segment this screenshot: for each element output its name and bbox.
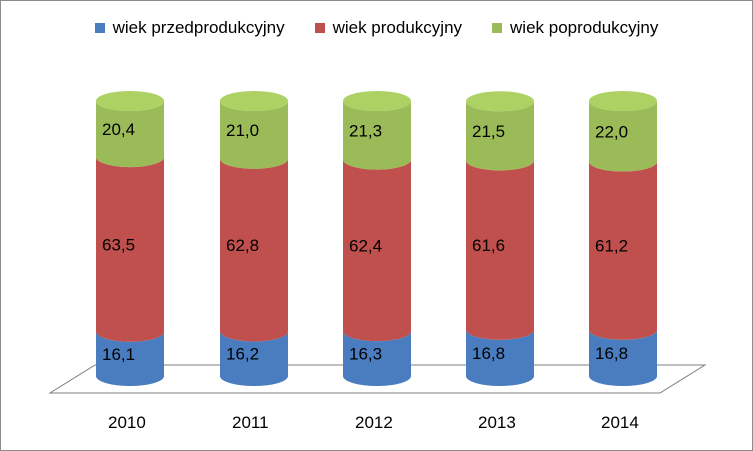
bar-top-2013	[466, 91, 534, 112]
bar-2010-series-2	[96, 101, 164, 168]
bar-2011-series-2	[220, 101, 288, 169]
bar-2012-series-1	[343, 159, 411, 342]
legend-swatch-0	[94, 23, 105, 33]
legend-label-1: wiek produkcyjny	[332, 18, 463, 37]
bar-2013-series-2	[466, 101, 534, 171]
x-axis: 2010 2011 2012 2013 2014	[108, 413, 639, 432]
bars-group: 16,1 63,5 20,4 16,2 62,8 21,0 16,3 62,4 21,3 16,8…	[96, 91, 657, 386]
bar-2014-series-1	[589, 161, 657, 340]
bar-2014-series-0	[589, 329, 657, 386]
data-label-2012-series-1: 62,4	[349, 236, 382, 255]
bar-top-2014	[589, 91, 657, 111]
data-label-2014-series-1: 61,2	[595, 237, 628, 256]
bar-2011-series-1	[220, 158, 288, 342]
data-label-2013-series-2: 21,5	[472, 122, 505, 141]
data-label-2011-series-2: 21,0	[226, 121, 259, 140]
legend-label-2: wiek poprodukcyjny	[510, 18, 659, 37]
legend-item-1: wiek produkcyjny	[314, 18, 463, 38]
x-tick-2010: 2010	[108, 413, 146, 432]
bar-2014-series-2	[589, 101, 657, 172]
data-label-2014-series-0: 16,8	[595, 344, 628, 363]
bar-2012-series-2	[343, 101, 411, 170]
bar-top-2011	[220, 91, 288, 111]
bar-2011-series-0	[220, 331, 288, 386]
bar-2013-series-1	[466, 160, 534, 340]
data-label-2010-series-2: 20,4	[102, 120, 135, 139]
legend-item-0: wiek przedprodukcyjny	[94, 18, 285, 38]
data-label-2011-series-1: 62,8	[226, 236, 259, 255]
bar-top-2010	[96, 91, 164, 111]
bar-top-2012	[343, 91, 411, 111]
data-label-2010-series-1: 63,5	[102, 235, 135, 254]
x-tick-2014: 2014	[601, 413, 639, 432]
data-label-2012-series-2: 21,3	[349, 121, 382, 140]
data-label-2012-series-0: 16,3	[349, 345, 382, 364]
data-label-2014-series-2: 22,0	[595, 122, 628, 141]
data-label-2011-series-0: 16,2	[226, 345, 259, 364]
bar-2010-series-1	[96, 157, 164, 342]
x-tick-2012: 2012	[355, 413, 393, 432]
data-label-2013-series-0: 16,8	[472, 344, 505, 363]
data-label-2010-series-0: 16,1	[102, 345, 135, 364]
bar-2013-series-0	[466, 329, 534, 386]
x-tick-2011: 2011	[232, 413, 269, 432]
bar-2010-series-0	[96, 331, 164, 386]
legend-label-0: wiek przedprodukcyjny	[112, 18, 285, 37]
data-label-2013-series-1: 61,6	[472, 236, 505, 255]
legend: wiek przedprodukcyjny wiek produkcyjny w…	[0, 18, 753, 38]
legend-item-2: wiek poprodukcyjny	[492, 18, 658, 38]
x-tick-2013: 2013	[478, 413, 516, 432]
bar-2012-series-0	[343, 331, 411, 386]
legend-swatch-2	[492, 23, 503, 33]
legend-swatch-1	[314, 23, 325, 33]
